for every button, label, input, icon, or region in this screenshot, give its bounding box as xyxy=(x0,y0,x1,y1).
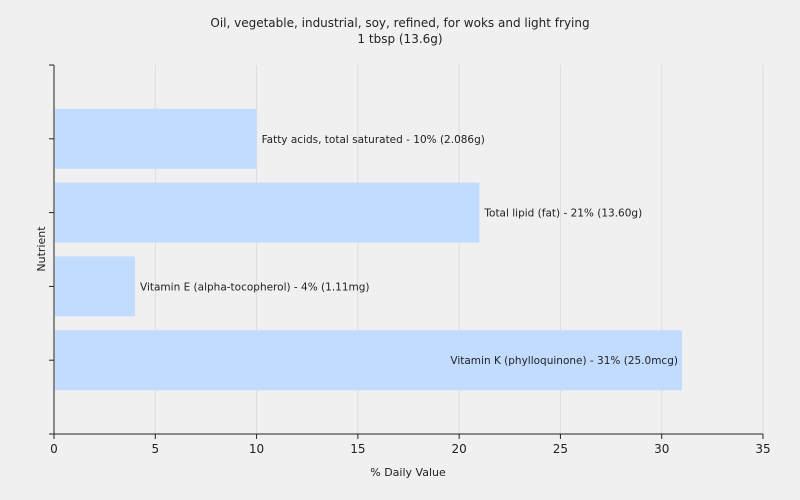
chart-title: Oil, vegetable, industrial, soy, refined… xyxy=(210,16,590,30)
x-axis-ticks: 0 5 10 15 20 25 30 35 xyxy=(50,434,771,456)
bars-group: Fatty acids, total saturated - 10% (2.08… xyxy=(55,108,682,391)
x-tick-label: 10 xyxy=(249,442,264,456)
x-tick-label: 15 xyxy=(350,442,365,456)
x-tick-label: 35 xyxy=(755,442,770,456)
bar xyxy=(55,256,136,317)
bar-label: Vitamin E (alpha-tocopherol) - 4% (1.11m… xyxy=(140,281,370,293)
x-axis-title: % Daily Value xyxy=(370,466,446,479)
bar xyxy=(55,330,682,391)
y-axis-ticks xyxy=(49,64,54,435)
x-tick-label: 30 xyxy=(654,442,669,456)
chart-subtitle: 1 tbsp (13.6g) xyxy=(357,32,443,46)
bar-label: Total lipid (fat) - 21% (13.60g) xyxy=(483,208,642,220)
bar-label: Fatty acids, total saturated - 10% (2.08… xyxy=(262,134,485,146)
axes xyxy=(53,65,763,435)
x-tick-label: 5 xyxy=(151,442,159,456)
x-tick-label: 0 xyxy=(50,442,58,456)
y-axis-title: Nutrient xyxy=(35,226,48,272)
x-tick-label: 25 xyxy=(553,442,568,456)
bar xyxy=(55,182,480,243)
bar xyxy=(55,108,257,169)
bar-label: Vitamin K (phylloquinone) - 31% (25.0mcg… xyxy=(450,355,678,367)
x-tick-label: 20 xyxy=(452,442,467,456)
